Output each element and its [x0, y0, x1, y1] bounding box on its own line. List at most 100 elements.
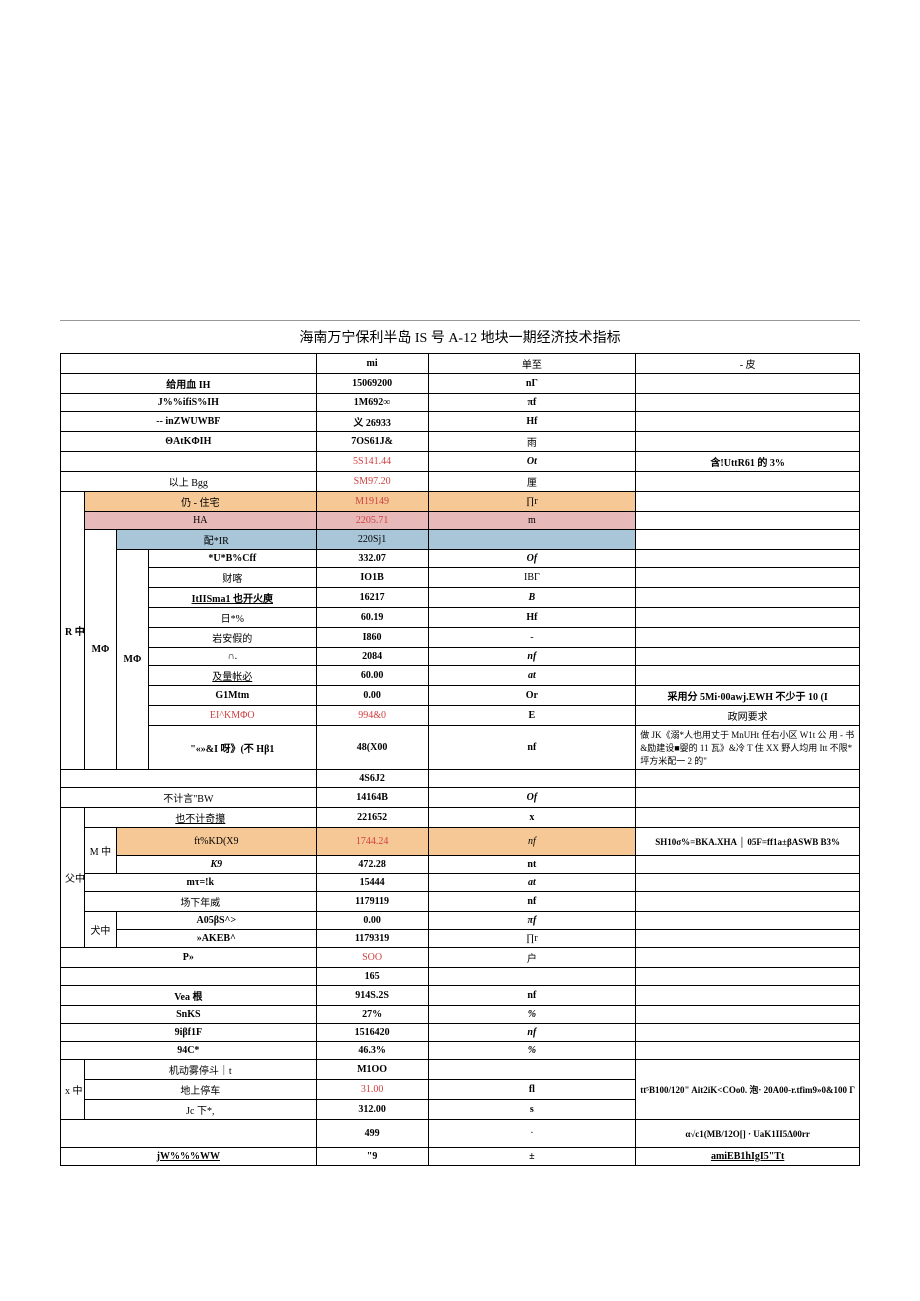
row-note	[636, 648, 860, 666]
row-note	[636, 874, 860, 892]
row-unit	[428, 968, 636, 986]
row-note	[636, 856, 860, 874]
row-note	[636, 512, 860, 530]
group-label: M 中	[84, 828, 116, 874]
row-label: 日*%	[148, 608, 316, 628]
table-row: SnKS 27% %	[61, 1006, 860, 1024]
row-unit: E	[428, 706, 636, 726]
row-unit: fl	[428, 1080, 636, 1100]
row-note	[636, 808, 860, 828]
group-label: 犬中	[84, 912, 116, 948]
table-row: mτ=!k 15444 at	[61, 874, 860, 892]
row-unit: B	[428, 588, 636, 608]
main-table: mi 单至 - 皮 给用血 IH 15069200 nΓ J%%ifiS%IH …	[60, 353, 860, 1166]
row-unit: Or	[428, 686, 636, 706]
row-note: 做 JK《溺*人也用丈于 MnUHt 任右小区 W1t 公 用 - 书&励建设■…	[636, 726, 860, 770]
table-row: "«»&I 呀》(不 Hβ1 48(X00 nf 做 JK《溺*人也用丈于 Mn…	[61, 726, 860, 770]
row-unit: at	[428, 666, 636, 686]
row-note	[636, 568, 860, 588]
row-unit: %	[428, 1006, 636, 1024]
row-label: 机动雾停斗｜t	[84, 1060, 316, 1080]
row-note	[636, 1024, 860, 1042]
row-value: 472.28	[316, 856, 428, 874]
row-note	[636, 948, 860, 968]
row-note	[636, 628, 860, 648]
row-value: 15069200	[316, 374, 428, 394]
row-value: 16217	[316, 588, 428, 608]
row-value: 2205.71	[316, 512, 428, 530]
row-value: 46.3%	[316, 1042, 428, 1060]
row-value: 221652	[316, 808, 428, 828]
row-label: 配*IR	[116, 530, 316, 550]
table-row: 及量帐必 60.00 at	[61, 666, 860, 686]
table-row: x 中 机动雾停斗｜t M1OO tt⁵B100/120" Ait2iK<COo…	[61, 1060, 860, 1080]
row-unit: πf	[428, 912, 636, 930]
row-unit: ·	[428, 1120, 636, 1148]
row-value: 165	[316, 968, 428, 986]
row-unit: nf	[428, 986, 636, 1006]
row-label: P»	[61, 948, 317, 968]
row-unit: nf	[428, 892, 636, 912]
row-note: 含!UttR61 的 3%	[636, 452, 860, 472]
table-row: 犬中 A05βS^> 0.00 πf	[61, 912, 860, 930]
header-blank	[61, 354, 317, 374]
row-label: 也不计奇攥	[84, 808, 316, 828]
group-label: MΦ	[116, 550, 148, 770]
row-note	[636, 1042, 860, 1060]
table-row: 5S141.44 Ot 含!UttR61 的 3%	[61, 452, 860, 472]
table-row: HA 2205.71 m	[61, 512, 860, 530]
group-label: R 中	[61, 492, 85, 770]
row-note: SH10σ%=BKA.XHA │ 05F=ff1a±βASWB B3%	[636, 828, 860, 856]
row-unit: nf	[428, 648, 636, 666]
row-note	[636, 588, 860, 608]
row-label: "«»&I 呀》(不 Hβ1	[148, 726, 316, 770]
row-note	[636, 492, 860, 512]
table-row: Vea 根 914S.2S nf	[61, 986, 860, 1006]
row-value: 1179119	[316, 892, 428, 912]
row-value: 914S.2S	[316, 986, 428, 1006]
row-value: 27%	[316, 1006, 428, 1024]
table-row: EI^KMΦO 994&0 E 政网要求	[61, 706, 860, 726]
row-label: G1Mtm	[148, 686, 316, 706]
row-value: 48(X00	[316, 726, 428, 770]
row-label: 财喀	[148, 568, 316, 588]
row-label: 给用血 IH	[61, 374, 317, 394]
table-row: R 中 仍 - 住宅 M19149 ∏r	[61, 492, 860, 512]
row-value: 1516420	[316, 1024, 428, 1042]
row-note	[636, 788, 860, 808]
row-note: amiEB1hIgI5"Tt	[636, 1148, 860, 1166]
table-row: J%%ifiS%IH 1M692∞ πf	[61, 394, 860, 412]
row-note	[636, 412, 860, 432]
row-value: 5S141.44	[316, 452, 428, 472]
row-label: 94C*	[61, 1042, 317, 1060]
row-label: ∩.	[148, 648, 316, 666]
row-label: 不计言"BW	[61, 788, 317, 808]
row-unit: x	[428, 808, 636, 828]
row-unit: Of	[428, 788, 636, 808]
row-unit: at	[428, 874, 636, 892]
row-label: HA	[84, 512, 316, 530]
row-note: α√c1(MB/12O[] · UaK1II5Δ00rr	[636, 1120, 860, 1148]
row-note	[636, 530, 860, 550]
row-note: 政网要求	[636, 706, 860, 726]
table-row: jW%%%WW "9 ± amiEB1hIgI5"Tt	[61, 1148, 860, 1166]
row-value: 332.07	[316, 550, 428, 568]
row-label	[61, 968, 317, 986]
row-note	[636, 432, 860, 452]
row-unit	[428, 1060, 636, 1080]
row-value: "9	[316, 1148, 428, 1166]
table-row: 以上 Bgg SM97.20 厘	[61, 472, 860, 492]
row-label: jW%%%WW	[61, 1148, 317, 1166]
row-note	[636, 770, 860, 788]
row-value: M19149	[316, 492, 428, 512]
row-label: 仍 - 住宅	[84, 492, 316, 512]
page-title: 海南万宁保利半岛 IS 号 A-12 地块一期经济技术指标	[60, 320, 860, 347]
row-note	[636, 968, 860, 986]
row-label: A05βS^>	[116, 912, 316, 930]
table-row: ΘAtKΦIH 7OS61J& 雨	[61, 432, 860, 452]
row-note	[636, 912, 860, 930]
row-value: 15444	[316, 874, 428, 892]
row-unit: nf	[428, 726, 636, 770]
row-label: -- inZWUWBF	[61, 412, 317, 432]
row-value: 14164B	[316, 788, 428, 808]
